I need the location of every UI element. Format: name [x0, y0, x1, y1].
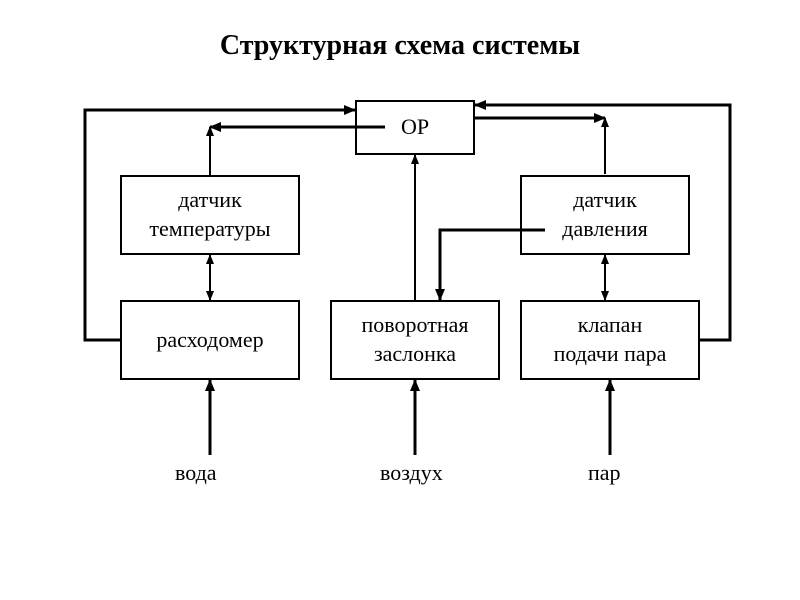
edge-press-to-damper	[440, 230, 545, 300]
edges-layer	[0, 0, 800, 600]
edge-valve-out-right	[475, 105, 730, 340]
edge-flow-out-left	[85, 110, 355, 340]
